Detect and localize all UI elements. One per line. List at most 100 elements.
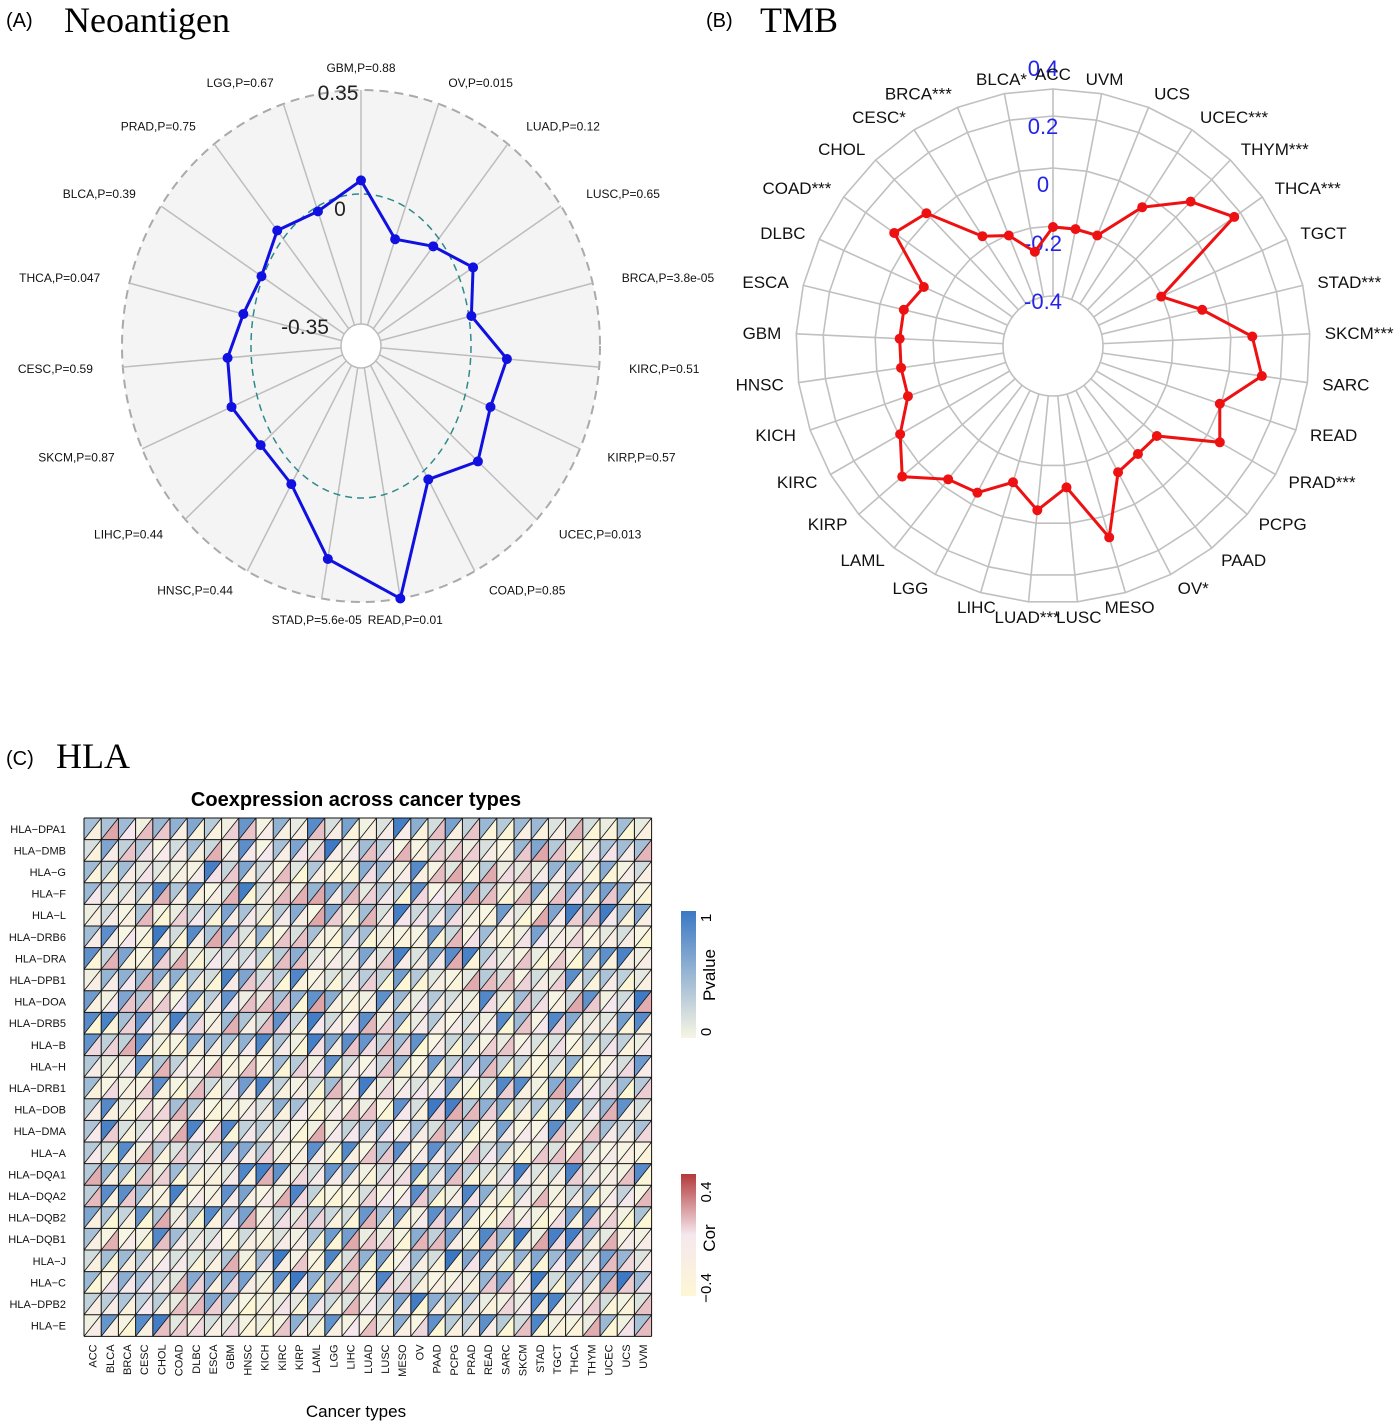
heatmap-cell-diagonal: [599, 882, 618, 905]
heatmap-cell-diagonal: [255, 1271, 274, 1294]
panel-c: (C) HLA Coexpression across cancer types…: [6, 736, 719, 1421]
radar-b-category-label: UCS: [1154, 84, 1190, 103]
radar-b-spoke: [1003, 93, 1045, 298]
heatmap-cell-diagonal: [427, 817, 446, 840]
radar-b-category-label: LGG: [892, 579, 928, 598]
heatmap-cell-diagonal: [118, 1184, 136, 1208]
heatmap-cell-diagonal: [393, 1292, 412, 1316]
radar-b-spoke: [893, 384, 1023, 549]
heatmap-cell-diagonal: [634, 1271, 652, 1294]
heatmap-cell-diagonal: [186, 1206, 205, 1229]
heatmap-cell-diagonal: [462, 1163, 480, 1186]
radar-b-spoke: [1027, 395, 1050, 602]
heatmap-cell-diagonal: [221, 1012, 240, 1035]
heatmap-cell-diagonal: [221, 947, 240, 970]
heatmap-cell-diagonal: [186, 1120, 205, 1143]
heatmap-cell-diagonal: [290, 1292, 308, 1316]
heatmap-cell-diagonal: [186, 1076, 205, 1100]
heatmap-cell-diagonal: [83, 968, 102, 992]
heatmap-cell-diagonal: [462, 1206, 480, 1229]
heatmap-cell-diagonal: [118, 990, 136, 1013]
heatmap-cell-diagonal: [427, 947, 446, 970]
heatmap-cell-diagonal: [135, 1055, 154, 1078]
heatmap-cell-diagonal: [272, 1012, 291, 1035]
heatmap-cell-diagonal: [565, 1163, 584, 1186]
heatmap-cell-diagonal: [462, 925, 480, 948]
heatmap-cell-diagonal: [548, 1055, 566, 1078]
heatmap-cell-diagonal: [599, 925, 618, 948]
heatmap-cell-diagonal: [616, 1055, 635, 1078]
heatmap-cell-diagonal: [307, 1163, 326, 1186]
heatmap-cell-diagonal: [634, 1206, 652, 1229]
heatmap-cell-diagonal: [616, 1098, 635, 1121]
cor-legend-title: Cor: [700, 1224, 719, 1252]
heatmap-cell-diagonal: [135, 1141, 154, 1164]
heatmap-cell-diagonal: [376, 860, 394, 884]
heatmap-cell-diagonal: [462, 990, 480, 1013]
heatmap-column-label: LUSC: [380, 1344, 392, 1373]
heatmap-cell-diagonal: [530, 968, 549, 992]
heatmap-cell-diagonal: [324, 1033, 343, 1056]
heatmap-cell-diagonal: [427, 1292, 446, 1316]
heatmap-cell-diagonal: [530, 1098, 549, 1121]
heatmap-cell-diagonal: [530, 817, 549, 840]
heatmap-cell-diagonal: [530, 904, 549, 927]
heatmap-cell-diagonal: [238, 1033, 257, 1056]
heatmap-cell-diagonal: [152, 860, 171, 884]
heatmap-cell-diagonal: [634, 1120, 652, 1143]
heatmap-cell-diagonal: [393, 882, 412, 905]
heatmap-cell-diagonal: [479, 1033, 498, 1056]
heatmap-cell-diagonal: [410, 1163, 429, 1186]
heatmap-cell-diagonal: [255, 1098, 274, 1121]
heatmap-cell-diagonal: [616, 904, 635, 927]
heatmap-cell-diagonal: [255, 1033, 274, 1056]
heatmap-cell-diagonal: [376, 1228, 394, 1251]
heatmap-cell-diagonal: [324, 1249, 343, 1272]
heatmap-cell-diagonal: [444, 1055, 463, 1078]
heatmap-cell-diagonal: [290, 1055, 308, 1078]
panel-a-letter: (A): [6, 10, 33, 32]
radar-b-point: [1229, 211, 1240, 222]
heatmap-cell-diagonal: [513, 1012, 532, 1035]
heatmap-cell-diagonal: [100, 1228, 119, 1251]
heatmap-cell-diagonal: [496, 882, 515, 905]
heatmap-cell-diagonal: [204, 1055, 222, 1078]
radar-a-point: [423, 474, 434, 485]
heatmap-cell-diagonal: [393, 1141, 412, 1164]
heatmap-cell-diagonal: [513, 904, 532, 927]
heatmap-cell-diagonal: [221, 1163, 240, 1186]
heatmap-cell-diagonal: [565, 947, 584, 970]
heatmap-cell-diagonal: [83, 1249, 102, 1272]
heatmap-cell-diagonal: [410, 1055, 429, 1078]
radar-a-point: [238, 309, 249, 320]
radar-b-tick-label: 0: [1037, 172, 1049, 197]
radar-a-point: [256, 271, 267, 282]
heatmap-cell-diagonal: [307, 1120, 326, 1143]
heatmap-cell-diagonal: [530, 1033, 549, 1056]
radar-b-category-label: BLCA*: [976, 70, 1027, 89]
heatmap-cell-diagonal: [135, 860, 154, 884]
cor-legend-max: 0.4: [698, 1182, 715, 1203]
heatmap-cell-diagonal: [513, 817, 532, 840]
heatmap-row-label: HLA−G: [30, 867, 66, 879]
heatmap-cell-diagonal: [152, 1206, 171, 1229]
heatmap-cell-diagonal: [100, 947, 119, 970]
heatmap-cell-diagonal: [255, 1184, 274, 1208]
radar-b-ring: [874, 167, 1232, 524]
heatmap-cell-diagonal: [324, 1184, 343, 1208]
heatmap-cell-diagonal: [83, 1033, 102, 1056]
heatmap-cell-diagonal: [83, 1271, 102, 1294]
heatmap-cell-diagonal: [582, 1055, 601, 1078]
heatmap-cell-diagonal: [307, 860, 326, 884]
heatmap-cell-diagonal: [358, 1055, 377, 1078]
heatmap-cell-diagonal: [324, 1055, 343, 1078]
heatmap-cell-diagonal: [582, 1012, 601, 1035]
heatmap-cell-diagonal: [238, 947, 257, 970]
heatmap-cell-diagonal: [83, 947, 102, 970]
heatmap-cell-diagonal: [341, 839, 360, 862]
heatmap-cell-diagonal: [169, 968, 188, 992]
heatmap-cell-diagonal: [324, 860, 343, 884]
heatmap-cell-diagonal: [634, 1076, 652, 1100]
heatmap-cell-diagonal: [599, 904, 618, 927]
heatmap-cell-diagonal: [376, 817, 394, 840]
